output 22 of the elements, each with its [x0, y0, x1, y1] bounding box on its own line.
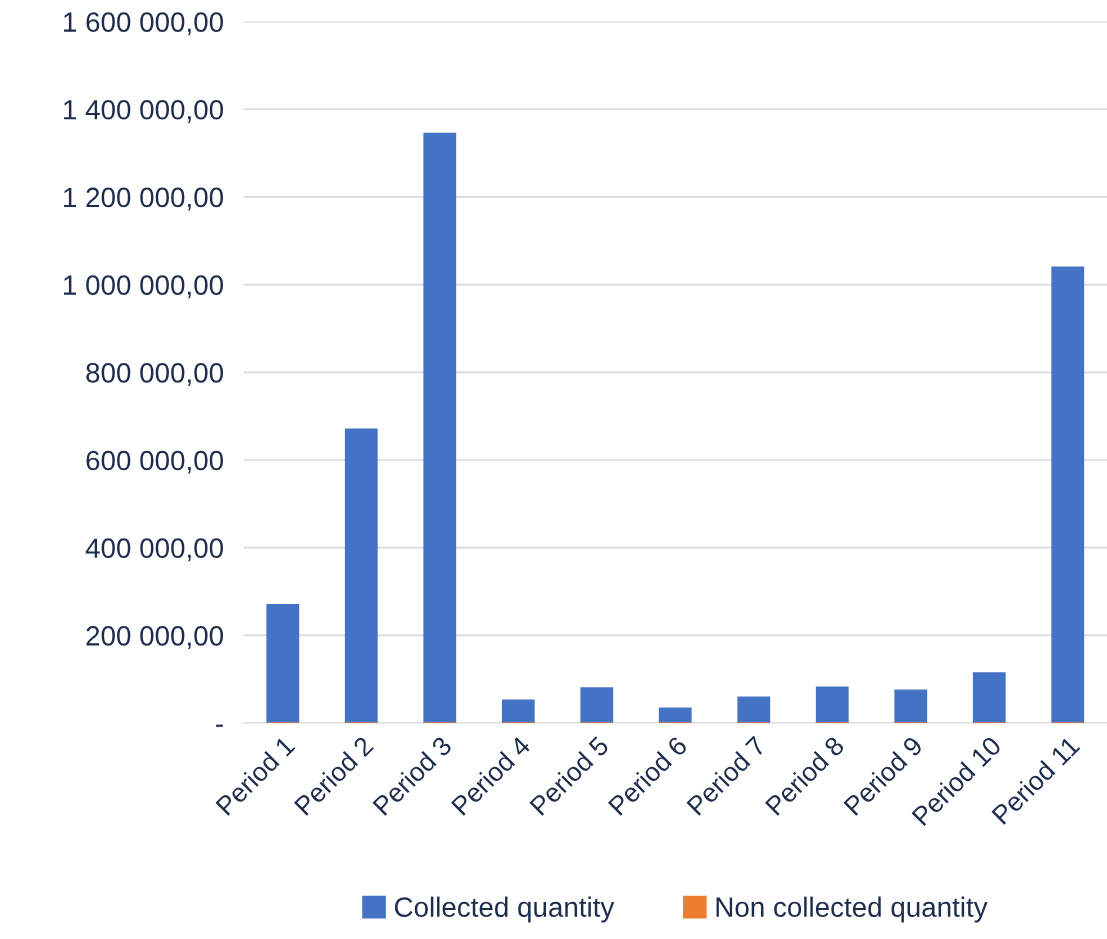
y-tick-label: 1 400 000,00: [64, 99, 224, 123]
bar: [894, 689, 928, 724]
bar: [580, 687, 614, 724]
y-tick-label: 1 200 000,00: [64, 187, 224, 211]
y-tick-label: 1 600 000,00: [64, 12, 224, 36]
bar: [658, 707, 692, 724]
y-tick-label: 400 000,00: [85, 538, 224, 562]
bar: [266, 603, 300, 724]
y-tick-label: -: [216, 724, 223, 727]
y-tick-label: 800 000,00: [86, 362, 224, 386]
bar: [737, 696, 771, 724]
bar: [501, 699, 535, 724]
bar: [972, 672, 1006, 724]
y-tick-label: 1 000 000,00: [64, 275, 224, 299]
bar: [815, 686, 849, 724]
bar: [423, 132, 457, 724]
legend-label: Collected quantity: [394, 896, 615, 923]
legend-label: Non collected quantity: [716, 896, 988, 923]
bar: [1051, 266, 1085, 724]
bar: [344, 428, 378, 724]
y-tick-label: 200 000,00: [86, 626, 224, 649]
y-tick-label: 600 000,00: [86, 450, 224, 474]
